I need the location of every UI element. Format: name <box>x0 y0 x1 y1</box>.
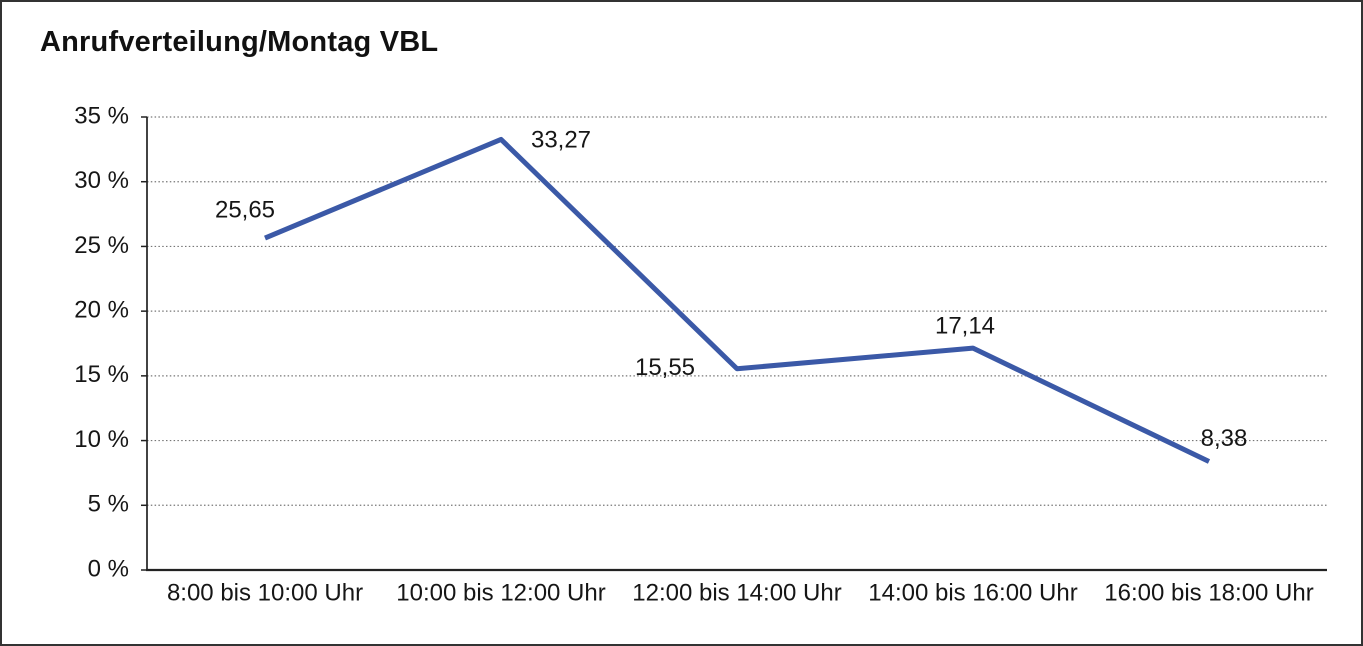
y-tick-label: 20 % <box>74 296 129 323</box>
x-axis-label: 14:00 bis 16:00 Uhr <box>868 579 1077 606</box>
x-axis-label: 8:00 bis 10:00 Uhr <box>167 579 363 606</box>
x-axis-label: 12:00 bis 14:00 Uhr <box>632 579 841 606</box>
data-series-line <box>264 136 1211 464</box>
y-tick-label: 15 % <box>74 361 129 388</box>
y-tick-label: 5 % <box>88 491 129 518</box>
x-axis-label: 16:00 bis 18:00 Uhr <box>1104 579 1313 606</box>
data-point-label: 15,55 <box>635 354 695 381</box>
data-point-label: 8,38 <box>1201 425 1248 452</box>
data-point-label: 17,14 <box>935 313 995 340</box>
data-point-label: 25,65 <box>215 196 275 223</box>
y-tick-label: 10 % <box>74 426 129 453</box>
y-tick-label: 0 % <box>88 555 129 582</box>
y-tick-label: 35 % <box>74 102 129 129</box>
x-axis-label: 10:00 bis 12:00 Uhr <box>396 579 605 606</box>
chart-title: Anrufverteilung/Montag VBL <box>40 26 439 58</box>
y-tick-label: 30 % <box>74 167 129 194</box>
y-tick-label: 25 % <box>74 232 129 259</box>
data-point-label: 33,27 <box>531 127 591 154</box>
